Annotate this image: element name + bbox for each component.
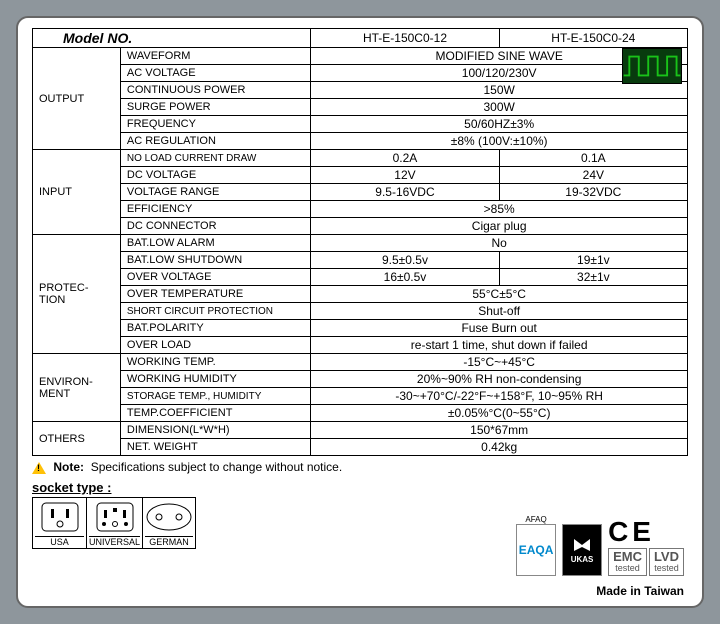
val: 55°C±5°C [311,286,688,303]
val-a: 16±0.5v [311,269,499,286]
lbl: VOLTAGE RANGE [120,184,310,201]
lbl: OVER VOLTAGE [120,269,310,286]
lbl: OVER TEMPERATURE [120,286,310,303]
spec-note: Note: Specifications subject to change w… [32,460,688,474]
spec-panel: Model NO. HT-E-150C0-12 HT-E-150C0-24 OU… [16,16,704,608]
val: -30~+70°C/-22°F~+158°F, 10~95% RH [311,388,688,405]
lvd-label: LVD [654,549,679,564]
lbl: NET. WEIGHT [120,439,310,456]
lbl: TEMP.COEFFICIENT [120,405,310,422]
socket-universal: UNIVERSAL [86,497,142,549]
val: Shut-off [311,303,688,320]
tested-label: tested [654,564,679,574]
made-in-label: Made in Taiwan [596,584,684,598]
cert-afaq: AFAQ EAQA [516,515,556,576]
val: 300W [311,99,688,116]
socket-label: UNIVERSAL [89,536,140,547]
val-b: 19±1v [499,252,687,269]
cat-output: OUTPUT [33,48,121,150]
val-b: 0.1A [499,150,687,167]
val: -15°C~+45°C [311,354,688,371]
lbl: AC REGULATION [120,133,310,150]
lbl: WAVEFORM [120,48,310,65]
val-a: 0.2A [311,150,499,167]
cert-ukas-label: UKAS [571,555,594,564]
val: re-start 1 time, shut down if failed [311,337,688,354]
lbl: SURGE POWER [120,99,310,116]
emc-label: EMC [613,549,642,564]
waveform-icon [622,48,682,84]
lbl: STORAGE TEMP., HUMIDITY [120,388,310,405]
cert-emc: EMCtested [608,548,647,576]
socket-label: GERMAN [145,536,193,547]
cat-environment: ENVIRON- MENT [33,354,121,422]
socket-usa: USA [32,497,86,549]
socket-label: USA [35,536,84,547]
lbl: AC VOLTAGE [120,65,310,82]
val: ±8% (100V:±10%) [311,133,688,150]
cat-input: INPUT [33,150,121,235]
cert-eaqa-logo: EAQA [516,524,556,576]
val: 150*67mm [311,422,688,439]
val-b: 24V [499,167,687,184]
lbl: DIMENSION(L*W*H) [120,422,310,439]
model-no-label: Model NO. [33,29,311,48]
lbl: BAT.LOW ALARM [120,235,310,252]
ce-mark: CE [608,516,684,548]
lbl: DC CONNECTOR [120,218,310,235]
header-row: Model NO. HT-E-150C0-12 HT-E-150C0-24 [33,29,688,48]
val: 20%~90% RH non-condensing [311,371,688,388]
tested-label: tested [613,564,642,574]
certifications: AFAQ EAQA UKAS CE EMCtested LVDtested [516,515,684,576]
cat-others: OTHERS [33,422,121,456]
val: 50/60HZ±3% [311,116,688,133]
cert-lvd: LVDtested [649,548,684,576]
note-label: Note: [53,460,84,474]
val: 0.42kg [311,439,688,456]
note-text: Specifications subject to change without… [91,460,342,474]
cat-protection: PROTEC- TION [33,235,121,354]
lbl: OVER LOAD [120,337,310,354]
val: No [311,235,688,252]
val-b: 32±1v [499,269,687,286]
lbl: EFFICIENCY [120,201,310,218]
cert-afaq-label: AFAQ [516,515,556,524]
lbl: CONTINUOUS POWER [120,82,310,99]
val-a: 9.5±0.5v [311,252,499,269]
val: Cigar plug [311,218,688,235]
lbl: SHORT CIRCUIT PROTECTION [120,303,310,320]
cert-ce-group: CE EMCtested LVDtested [608,516,684,576]
lbl: FREQUENCY [120,116,310,133]
val-a: 9.5-16VDC [311,184,499,201]
val: >85% [311,201,688,218]
lbl: WORKING HUMIDITY [120,371,310,388]
socket-title: socket type : [32,480,688,495]
lbl: WORKING TEMP. [120,354,310,371]
model-b: HT-E-150C0-24 [499,29,687,48]
model-a: HT-E-150C0-12 [311,29,499,48]
lbl: BAT.LOW SHUTDOWN [120,252,310,269]
lbl: DC VOLTAGE [120,167,310,184]
spec-table: Model NO. HT-E-150C0-12 HT-E-150C0-24 OU… [32,28,688,456]
socket-german: GERMAN [142,497,196,549]
lbl: BAT.POLARITY [120,320,310,337]
val: ±0.05%°C(0~55°C) [311,405,688,422]
lbl: NO LOAD CURRENT DRAW [120,150,310,167]
val: Fuse Burn out [311,320,688,337]
cert-ukas: UKAS [562,524,602,576]
val-a: 12V [311,167,499,184]
warning-icon [32,462,46,474]
val-b: 19-32VDC [499,184,687,201]
